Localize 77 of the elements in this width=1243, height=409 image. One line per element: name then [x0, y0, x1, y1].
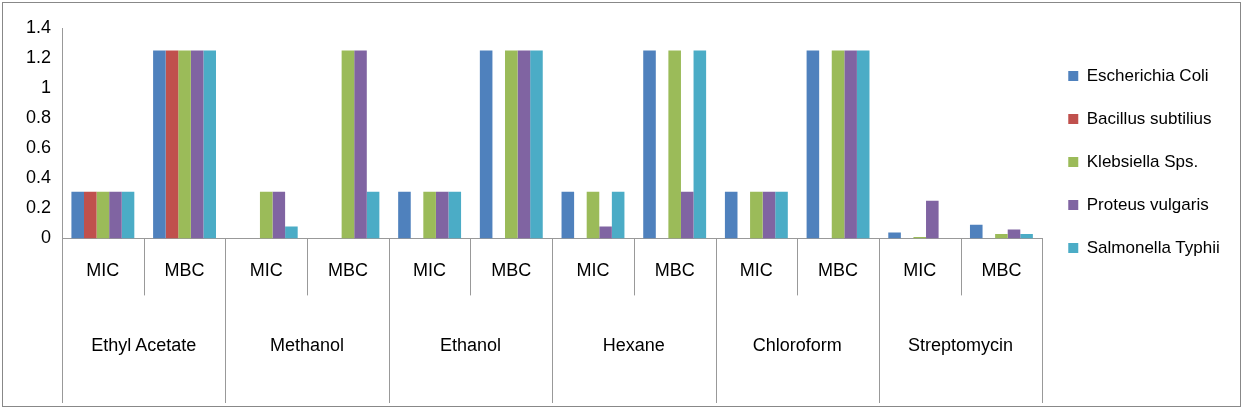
legend-label: Bacillus subtilius	[1086, 108, 1212, 128]
legend-label: Escherichia Coli	[1086, 65, 1209, 85]
x-tick-label: MIC	[576, 260, 610, 281]
x-tick-label: MBC	[491, 260, 532, 281]
bar	[926, 200, 939, 239]
bar	[96, 191, 110, 239]
bar	[398, 191, 411, 239]
text: Chloroform	[752, 335, 842, 356]
x-tick-label: MBC	[654, 260, 695, 281]
bar	[121, 191, 135, 239]
bar	[586, 191, 600, 239]
legend-label: Proteus vulgaris	[1086, 194, 1209, 214]
bar	[611, 191, 625, 239]
bar	[84, 191, 97, 239]
y-tick-label: 0.2	[25, 197, 52, 218]
bar	[750, 191, 763, 239]
bar	[1020, 233, 1033, 239]
bar	[479, 50, 493, 239]
bar	[888, 232, 901, 239]
bar	[366, 191, 380, 239]
bar	[259, 191, 273, 239]
x-tick-label: MBC	[327, 260, 368, 281]
text: Ethanol	[439, 335, 501, 356]
bar	[1007, 229, 1021, 239]
y-tick-label: 1	[41, 77, 52, 98]
bar	[668, 50, 681, 239]
bar	[724, 191, 738, 239]
bar	[272, 191, 286, 239]
text: Ethyl Acetate	[91, 335, 197, 356]
text: Streptomycin	[908, 335, 1014, 356]
x-tick-label: MIC	[249, 260, 283, 281]
bar	[561, 191, 575, 239]
x-tick-label: MIC	[86, 260, 120, 281]
legend-label: Salmonella Typhii	[1086, 237, 1220, 257]
bar	[831, 50, 845, 239]
bar	[71, 191, 84, 239]
bar	[643, 50, 656, 239]
bar	[856, 50, 870, 239]
y-tick-label: 1.2	[25, 47, 52, 68]
bar	[599, 226, 612, 239]
text: Hexane	[602, 335, 665, 356]
x-tick-label: MIC	[739, 260, 773, 281]
bar	[203, 50, 216, 239]
bar	[775, 191, 788, 239]
y-tick-label: 0.6	[25, 137, 52, 158]
y-tick-label: 1.4	[25, 16, 52, 37]
bar	[693, 50, 707, 239]
bar	[517, 50, 531, 239]
x-tick-label: MIC	[413, 260, 447, 281]
text: Methanol	[270, 335, 345, 356]
bar	[190, 50, 204, 239]
bar	[995, 233, 1008, 239]
x-tick-label: MBC	[164, 260, 205, 281]
bar	[530, 50, 543, 239]
y-tick-label: 0.4	[25, 167, 52, 188]
bar	[165, 50, 179, 239]
bar	[844, 50, 857, 239]
legend-label: Klebsiella Sps.	[1086, 151, 1199, 171]
x-tick-label: MIC	[903, 260, 937, 281]
y-tick-label: 0.8	[25, 107, 52, 128]
bar	[969, 224, 983, 239]
bar	[178, 50, 191, 239]
bar	[341, 50, 355, 239]
bar	[153, 50, 166, 239]
bar	[762, 191, 776, 239]
bar	[435, 191, 449, 239]
bar	[680, 191, 694, 239]
bar	[505, 50, 518, 239]
bar	[109, 191, 122, 239]
bar	[806, 50, 820, 239]
y-tick-label: 0	[41, 227, 52, 248]
x-tick-label: MBC	[818, 260, 859, 281]
bar	[423, 191, 436, 239]
x-tick-label: MBC	[981, 260, 1022, 281]
bar	[285, 226, 298, 239]
bar	[354, 50, 367, 239]
bar	[448, 191, 462, 239]
